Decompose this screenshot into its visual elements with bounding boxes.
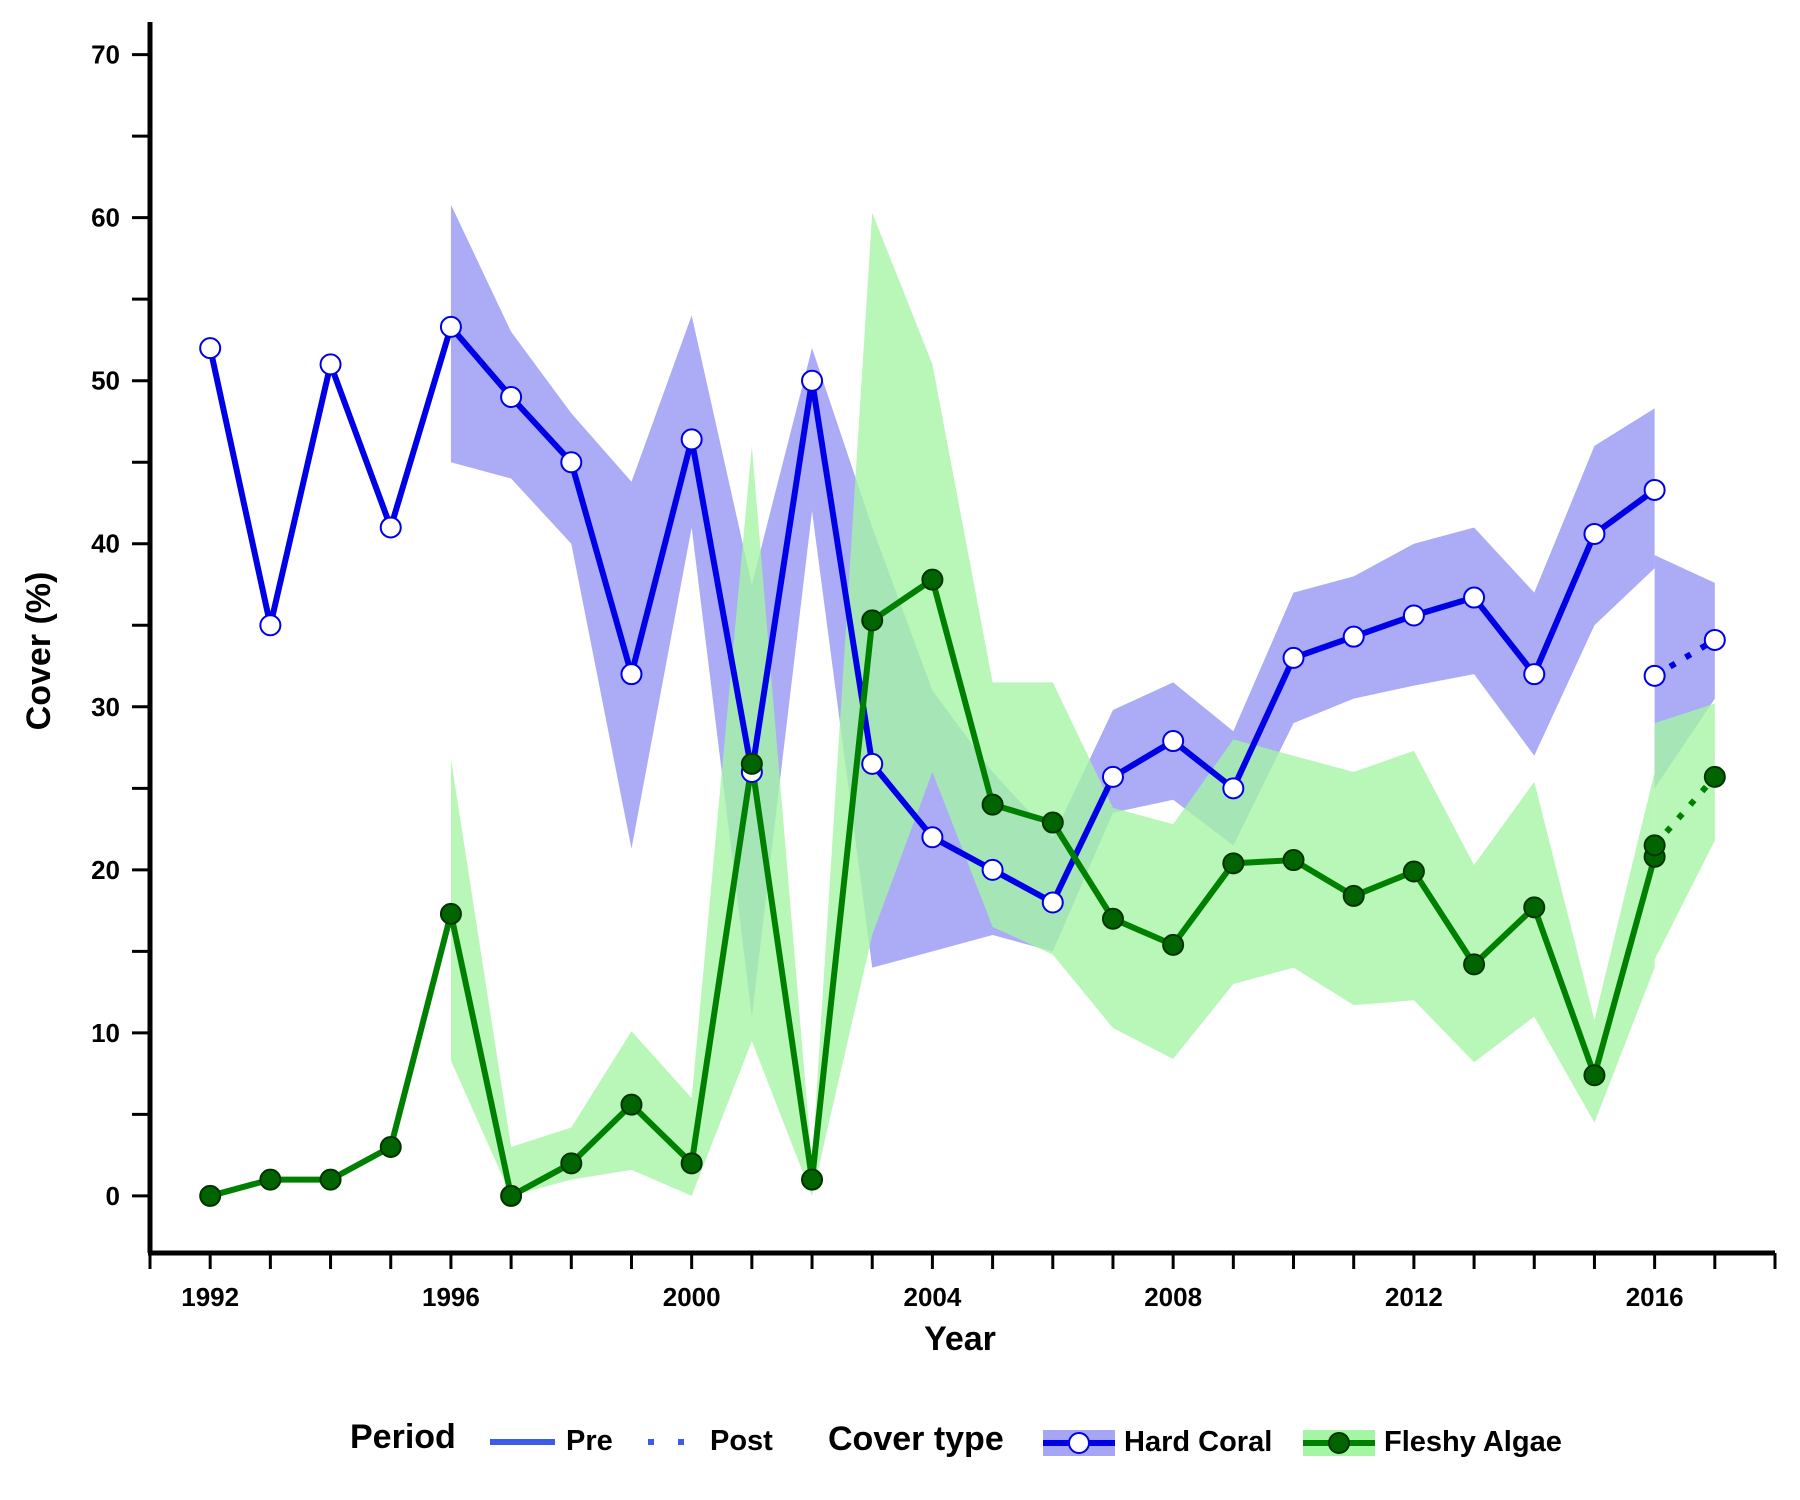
coral-point-pre-2000 [680, 428, 703, 451]
axes: 0 10 20 30 40 50 60 70 1992 1996 2000 2004 2008 2012 2… [91, 22, 1777, 1312]
coral-point-pre-1995 [379, 516, 402, 539]
algae-point-pre-2014 [1523, 896, 1546, 919]
coral-point-pre-2005 [981, 858, 1004, 881]
algae-point-pre-2005 [981, 793, 1004, 816]
legend-post-label: Post [710, 1425, 773, 1457]
legend: Period Pre Post Cover type Hard Coral Fl… [350, 1418, 1562, 1458]
algae-point-pre-2004 [921, 568, 944, 591]
algae-point-pre-1992 [199, 1184, 222, 1207]
algae-point-pre-2013 [1463, 953, 1486, 976]
algae-band-pre [450, 212, 1655, 1196]
y-tick-label-30: 30 [91, 692, 120, 722]
algae-point-pre-1994 [319, 1168, 342, 1191]
algae-point-pre-1995 [379, 1136, 402, 1159]
algae-point-pre-2002 [801, 1168, 824, 1191]
coral-point-pre-2009 [1222, 777, 1245, 800]
confidence-bands [450, 204, 1715, 1196]
coral-line-post [1653, 637, 1717, 679]
algae-point-pre-2003 [861, 609, 884, 632]
x-tick-label-2016: 2016 [1626, 1282, 1684, 1312]
algae-point-pre-2009 [1222, 852, 1245, 875]
algae-point-pre-2015 [1583, 1064, 1606, 1087]
algae-band-post [1654, 703, 1715, 960]
x-tick-label-1996: 1996 [422, 1282, 480, 1312]
coral-point-pre-2010 [1282, 646, 1305, 669]
y-tick-label-0: 0 [106, 1181, 120, 1211]
coral-point-pre-2015 [1583, 522, 1606, 545]
algae-point-post-2016 [1643, 834, 1666, 857]
x-tick-label-1992: 1992 [181, 1282, 239, 1312]
coral-point-pre-2013 [1463, 586, 1486, 609]
legend-pre-label: Pre [566, 1425, 613, 1457]
coral-point-pre-1998 [560, 451, 583, 474]
coral-point-post-2016 [1643, 664, 1666, 687]
algae-point-pre-2007 [1101, 907, 1124, 930]
algae-line-post [1652, 774, 1718, 848]
coral-point-pre-1999 [620, 663, 643, 686]
algae-point-pre-2011 [1342, 884, 1365, 907]
x-tick-label-2008: 2008 [1144, 1282, 1202, 1312]
legend-fleshy-algae-label: Fleshy Algae [1384, 1426, 1562, 1458]
coral-point-pre-1994 [319, 353, 342, 376]
algae-point-pre-1993 [259, 1168, 282, 1191]
coral-point-pre-1993 [259, 614, 282, 637]
y-tick-label-10: 10 [91, 1018, 120, 1048]
x-axis-title: Year [924, 1320, 996, 1358]
coral-point-pre-2012 [1402, 604, 1425, 627]
coral-point-pre-2016 [1643, 478, 1666, 501]
legend-hard-coral-marker [1068, 1432, 1090, 1454]
legend-hard-coral-label: Hard Coral [1124, 1426, 1272, 1458]
y-tick-label-50: 50 [91, 366, 120, 396]
algae-point-post-2017 [1703, 765, 1726, 788]
x-tick-label-2004: 2004 [903, 1282, 961, 1312]
coral-point-pre-1992 [199, 337, 222, 360]
algae-point-pre-1997 [500, 1184, 523, 1207]
coral-point-pre-2008 [1162, 730, 1185, 753]
algae-point-pre-1996 [439, 902, 462, 925]
coral-point-pre-2004 [921, 826, 944, 849]
coral-point-pre-2011 [1342, 625, 1365, 648]
coral-point-pre-2014 [1523, 663, 1546, 686]
y-tick-label-60: 60 [91, 203, 120, 233]
algae-point-pre-2012 [1402, 860, 1425, 883]
algae-point-pre-2008 [1162, 933, 1185, 956]
legend-cover-title: Cover type [828, 1420, 1004, 1458]
algae-point-pre-1998 [560, 1152, 583, 1175]
coral-point-post-2017 [1703, 628, 1726, 651]
algae-point-pre-2001 [740, 752, 763, 775]
algae-point-pre-1999 [620, 1093, 643, 1116]
y-tick-label-70: 70 [91, 40, 120, 70]
coral-point-pre-1996 [439, 315, 462, 338]
y-axis-title: Cover (%) [20, 572, 58, 731]
algae-point-pre-2006 [1041, 811, 1064, 834]
algae-point-pre-2010 [1282, 849, 1305, 872]
series-points [199, 315, 1726, 1207]
coral-point-pre-1997 [500, 386, 523, 409]
y-tick-label-40: 40 [91, 529, 120, 559]
legend-fleshy-algae-marker [1328, 1432, 1350, 1454]
coral-point-pre-2007 [1101, 765, 1124, 788]
x-tick-label-2012: 2012 [1385, 1282, 1443, 1312]
legend-period-title: Period [350, 1418, 456, 1456]
coral-point-pre-2003 [861, 752, 884, 775]
coral-point-pre-2002 [801, 369, 824, 392]
x-tick-label-2000: 2000 [663, 1282, 721, 1312]
y-tick-label-20: 20 [91, 855, 120, 885]
coral-point-pre-2006 [1041, 891, 1064, 914]
algae-point-pre-2000 [680, 1152, 703, 1175]
